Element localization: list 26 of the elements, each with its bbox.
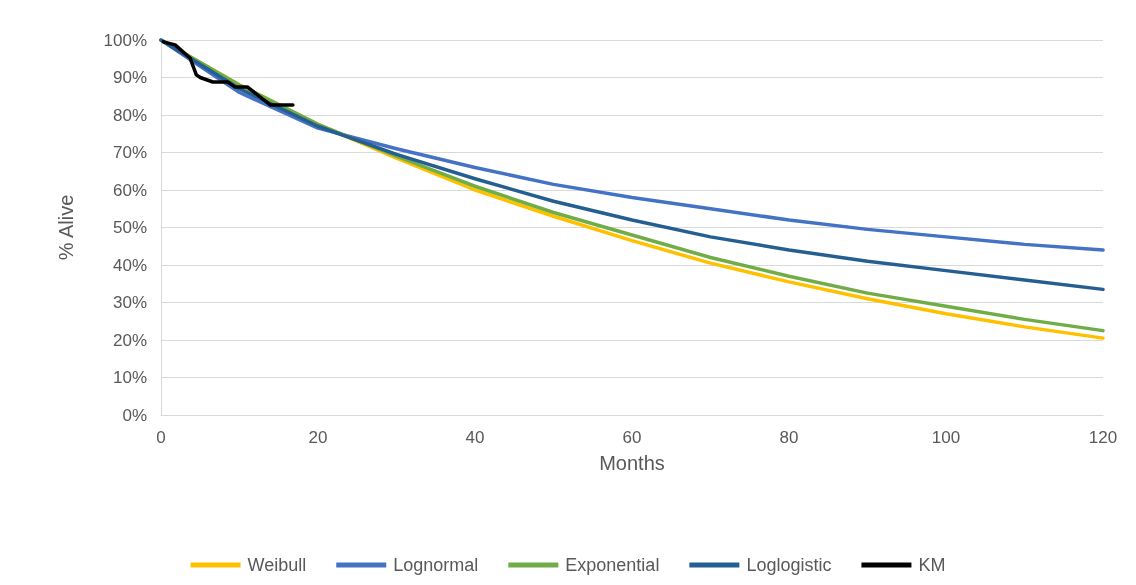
legend-label: Exponential	[565, 555, 660, 575]
legend-label: Lognormal	[393, 555, 479, 575]
x-axis-title: Months	[599, 452, 665, 474]
x-tick-label: 100	[931, 428, 961, 447]
legend-label: KM	[918, 555, 946, 575]
y-tick-label: 50%	[112, 218, 147, 237]
x-tick-label: 60	[622, 428, 642, 447]
y-tick-label: 0%	[122, 405, 147, 425]
x-tick-label: 120	[1088, 428, 1118, 447]
y-tick-label: 100%	[103, 30, 147, 50]
y-tick-label: 30%	[112, 293, 147, 312]
x-tick-label: 40	[465, 428, 485, 447]
y-axis-title: % Alive	[55, 194, 77, 261]
y-tick-label: 20%	[112, 330, 147, 350]
legend-label: Weibull	[247, 555, 307, 575]
x-tick-label: 20	[308, 428, 328, 447]
line-series	[161, 40, 295, 107]
y-tick-label: 80%	[112, 105, 147, 125]
y-tick-label: 70%	[112, 143, 147, 162]
y-tick-label: 40%	[112, 255, 147, 275]
x-tick-label: 0	[156, 428, 166, 447]
y-tick-label: 90%	[112, 68, 147, 87]
legend-label: Loglogistic	[746, 555, 832, 575]
y-tick-label: 60%	[112, 180, 147, 200]
y-tick-label: 10%	[112, 368, 147, 387]
x-tick-label: 80	[779, 428, 799, 447]
